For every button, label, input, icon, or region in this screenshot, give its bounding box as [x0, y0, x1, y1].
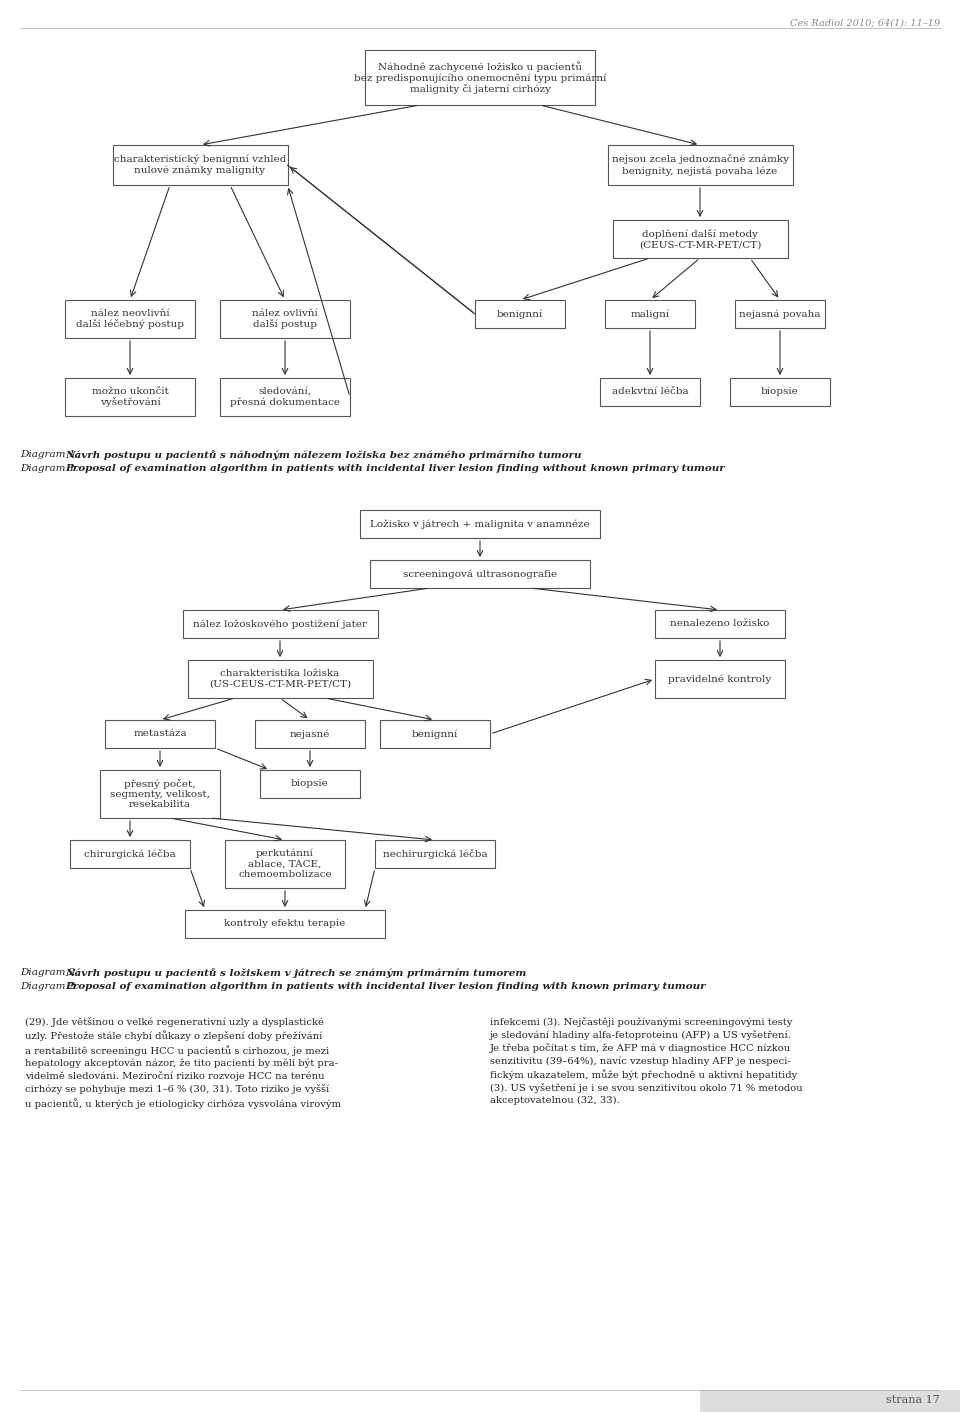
Text: biopsie: biopsie	[761, 387, 799, 397]
FancyBboxPatch shape	[112, 145, 287, 185]
Text: infekcemi (3). Nejčastěji používanými screeningovými testy
je sledování hladiny : infekcemi (3). Nejčastěji používanými sc…	[490, 1017, 803, 1106]
Text: adekvtní léčba: adekvtní léčba	[612, 387, 688, 397]
FancyBboxPatch shape	[380, 720, 490, 748]
FancyBboxPatch shape	[730, 378, 830, 407]
FancyBboxPatch shape	[65, 299, 195, 337]
Text: charakteristika ložiska
(US-CEUS-CT-MR-PET/CT): charakteristika ložiska (US-CEUS-CT-MR-P…	[209, 669, 351, 689]
Text: pravidelné kontroly: pravidelné kontroly	[668, 675, 772, 683]
Text: Náhodně zachycené ložisko u pacientů
bez predisponujícího onemocnění typu primár: Náhodně zachycené ložisko u pacientů bez…	[354, 61, 606, 95]
FancyBboxPatch shape	[220, 299, 350, 337]
Text: Proposal of examination algorithm in patients with incidental liver lesion findi: Proposal of examination algorithm in pat…	[65, 465, 725, 473]
FancyBboxPatch shape	[100, 770, 220, 818]
Text: možno ukončit
vyšetřování: možno ukončit vyšetřování	[91, 387, 168, 407]
FancyBboxPatch shape	[735, 299, 825, 328]
FancyBboxPatch shape	[105, 720, 215, 748]
Text: kontroly efektu terapie: kontroly efektu terapie	[225, 919, 346, 929]
Text: Diagram 1.: Diagram 1.	[20, 465, 82, 473]
Text: nenalezeno ložisko: nenalezeno ložisko	[670, 620, 770, 628]
Text: chirurgická léčba: chirurgická léčba	[84, 849, 176, 858]
Text: nechirurgická léčba: nechirurgická léčba	[383, 849, 488, 858]
FancyBboxPatch shape	[605, 299, 695, 328]
Text: Proposal of examination algorithm in patients with incidental liver lesion findi: Proposal of examination algorithm in pat…	[65, 981, 706, 991]
FancyBboxPatch shape	[65, 378, 195, 417]
FancyBboxPatch shape	[255, 720, 365, 748]
FancyBboxPatch shape	[182, 610, 377, 638]
FancyBboxPatch shape	[185, 909, 385, 938]
Text: nález neovlivňí
další léčebný postup: nález neovlivňí další léčebný postup	[76, 309, 184, 329]
Text: nejasné: nejasné	[290, 729, 330, 738]
Text: nejasná povaha: nejasná povaha	[739, 309, 821, 319]
Text: Návrh postupu u pacientů s ložiskem v játrech se známým primárním tumorem: Návrh postupu u pacientů s ložiskem v já…	[65, 969, 526, 979]
FancyBboxPatch shape	[600, 378, 700, 407]
FancyBboxPatch shape	[365, 49, 595, 104]
FancyBboxPatch shape	[612, 220, 787, 258]
FancyBboxPatch shape	[370, 561, 590, 587]
FancyBboxPatch shape	[608, 145, 793, 185]
Text: biopsie: biopsie	[291, 779, 329, 788]
Text: charakteristický benignní vzhled
nulové známky malignity: charakteristický benignní vzhled nulové …	[114, 155, 286, 175]
Text: maligní: maligní	[631, 309, 669, 319]
Text: nejsou zcela jednoznačné známky
benignity, nejistá povaha léze: nejsou zcela jednoznačné známky benignit…	[612, 154, 788, 175]
Text: sledování,
přesná dokumentace: sledování, přesná dokumentace	[230, 387, 340, 407]
FancyBboxPatch shape	[475, 299, 565, 328]
Text: benignní: benignní	[412, 729, 458, 738]
Text: Diagram 2.: Diagram 2.	[20, 969, 82, 977]
FancyBboxPatch shape	[700, 1389, 960, 1412]
FancyBboxPatch shape	[70, 840, 190, 868]
FancyBboxPatch shape	[220, 378, 350, 417]
FancyBboxPatch shape	[225, 840, 345, 888]
Text: doplňení další metody
(CEUS-CT-MR-PET/CT): doplňení další metody (CEUS-CT-MR-PET/CT…	[638, 229, 761, 249]
FancyBboxPatch shape	[375, 840, 495, 868]
Text: Ložisko v játrech + malignita v anamnéze: Ložisko v játrech + malignita v anamnéze	[371, 520, 589, 528]
Text: Návrh postupu u pacientů s náhodným nálezem ložiska bez známého primárního tumor: Návrh postupu u pacientů s náhodným nále…	[65, 450, 582, 460]
Text: nález ložoskového postižení jater: nález ložoskového postižení jater	[193, 620, 367, 628]
Text: přesný počet,
segmenty, velikost,
resekabilita: přesný počet, segmenty, velikost, reseka…	[110, 778, 210, 809]
Text: strana 17: strana 17	[886, 1395, 940, 1405]
FancyBboxPatch shape	[260, 770, 360, 798]
Text: (29). Jde většinou o velké regenerativní uzly a dysplastické
uzly. Přestože stál: (29). Jde většinou o velké regenerativní…	[25, 1017, 341, 1108]
FancyBboxPatch shape	[187, 659, 372, 698]
Text: metastáza: metastáza	[133, 730, 187, 738]
Text: screeningová ultrasonografie: screeningová ultrasonografie	[403, 569, 557, 579]
Text: nález ovlivňí
další postup: nález ovlivňí další postup	[252, 309, 318, 329]
FancyBboxPatch shape	[360, 510, 600, 538]
Text: Diagram 2.: Diagram 2.	[20, 981, 82, 991]
FancyBboxPatch shape	[655, 610, 785, 638]
Text: benignní: benignní	[497, 309, 543, 319]
Text: Ces Radiol 2010; 64(1): 11–19: Ces Radiol 2010; 64(1): 11–19	[790, 18, 940, 27]
Text: perkutánní
ablace, TACE,
chemoembolizace: perkutánní ablace, TACE, chemoembolizace	[238, 849, 332, 880]
Text: Diagram 1.: Diagram 1.	[20, 450, 82, 459]
FancyBboxPatch shape	[655, 659, 785, 698]
